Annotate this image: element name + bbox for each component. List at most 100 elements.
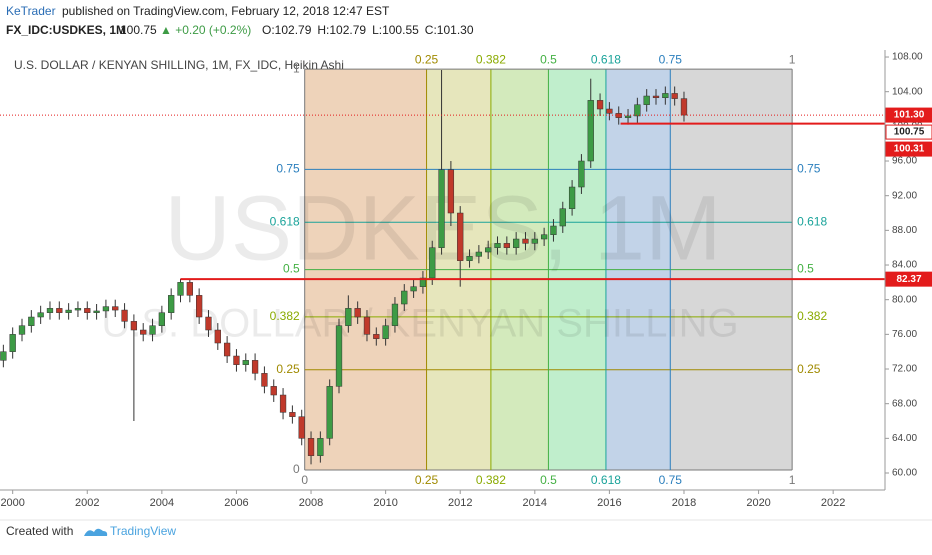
- candle-body: [177, 282, 184, 296]
- y-tick-label: 60.00: [892, 468, 917, 479]
- candle-body: [149, 325, 156, 335]
- brand[interactable]: TradingView: [110, 524, 176, 538]
- x-tick-label: 2010: [373, 497, 397, 509]
- candle-body: [503, 243, 510, 248]
- price-tag: [885, 271, 932, 287]
- candle-body: [121, 309, 128, 322]
- candle-body: [550, 225, 557, 235]
- candle-body: [410, 286, 417, 292]
- candle-body: [345, 308, 352, 326]
- candle-body: [233, 355, 240, 365]
- fib-right-label: 0.5: [797, 262, 814, 276]
- candle-body: [447, 169, 455, 214]
- candle-body: [671, 93, 678, 99]
- fib-zero-left: 0: [293, 462, 300, 476]
- candle-body: [429, 247, 436, 279]
- fib-top-label: 0.75: [659, 52, 683, 66]
- candle-body: [46, 308, 54, 313]
- candle-body: [475, 251, 483, 257]
- x-tick-label: 2014: [523, 497, 547, 509]
- fib-bottom-label: 0.75: [659, 473, 683, 487]
- x-tick-label: 2012: [448, 497, 472, 509]
- candle-body: [168, 295, 175, 313]
- y-tick-label: 108.00: [892, 52, 923, 63]
- candle-body: [158, 312, 165, 326]
- published: published on TradingView.com, February 1…: [62, 4, 390, 18]
- candle-body: [401, 290, 408, 305]
- candle-body: [568, 186, 576, 209]
- candle-body: [680, 98, 688, 116]
- ohlc-value: C:101.30: [425, 23, 474, 37]
- x-tick-label: 2006: [224, 497, 248, 509]
- candle-body: [251, 360, 259, 374]
- candle-body: [223, 342, 231, 357]
- fib-bottom-label: 0.25: [415, 473, 439, 487]
- candle-body: [652, 95, 660, 99]
- candle-body: [93, 310, 100, 313]
- candle-body: [74, 308, 82, 311]
- ohlc-value: L:100.55: [372, 23, 419, 37]
- price-tag: [885, 124, 932, 140]
- candle-body: [382, 325, 389, 339]
- fib-bottom-label: 0.382: [476, 473, 506, 487]
- y-tick-label: 92.00: [892, 190, 917, 201]
- candle-body: [307, 438, 315, 456]
- candle-body: [419, 277, 427, 287]
- candle-body: [643, 95, 650, 105]
- fib-top-label: 1: [789, 52, 796, 66]
- y-tick-label: 64.00: [892, 433, 917, 444]
- candle-body: [289, 412, 296, 417]
- candle-body: [662, 93, 669, 99]
- symbol: FX_IDC:USDKES, 1M: [6, 23, 126, 37]
- fib-left-label: 0.5: [283, 262, 300, 276]
- fib-bottom-label: 0.618: [591, 473, 621, 487]
- fib-right-label: 0.618: [797, 214, 827, 228]
- y-tick-label: 96.00: [892, 156, 917, 167]
- fib-right-label: 0.382: [797, 309, 827, 323]
- candle-body: [261, 373, 268, 387]
- y-tick-label: 84.00: [892, 260, 917, 271]
- fib-right-label: 0.25: [797, 362, 821, 376]
- candle-body: [102, 306, 110, 312]
- candle-body: [373, 334, 380, 339]
- price-tag-label: 100.31: [894, 144, 925, 155]
- x-tick-label: 2008: [299, 497, 323, 509]
- fib-bottom-label: 1: [789, 473, 796, 487]
- plot: USDKES, 1MU.S. DOLLAR / KENYAN SHILLINGU…: [0, 58, 885, 471]
- candle-body: [391, 303, 399, 326]
- x-tick-label: 2016: [597, 497, 621, 509]
- candle-body: [270, 386, 277, 396]
- candle-body: [0, 351, 7, 361]
- candle-body: [298, 416, 305, 439]
- candle-body: [438, 169, 445, 248]
- author[interactable]: KeTrader: [6, 4, 56, 18]
- x-tick-label: 2020: [746, 497, 770, 509]
- candle-body: [112, 306, 119, 311]
- candle-body: [596, 100, 604, 110]
- fib-top-label: 0.382: [476, 52, 506, 66]
- change: ▲ +0.20 (+0.2%): [160, 23, 251, 37]
- last: 100.75: [120, 23, 157, 37]
- x-tick-label: 2022: [821, 497, 845, 509]
- candle-body: [540, 234, 548, 240]
- candle-body: [531, 238, 538, 244]
- candle-body: [317, 438, 324, 456]
- fib-left-label: 0.618: [270, 214, 300, 228]
- price-tag-label: 82.37: [896, 274, 921, 285]
- y-tick-label: 76.00: [892, 329, 917, 340]
- fib-top-label: 0.618: [591, 52, 621, 66]
- price-tag: [885, 107, 932, 123]
- fib-left-label: 0.25: [276, 362, 300, 376]
- header: KeTrader published on TradingView.com, F…: [6, 4, 390, 37]
- candle-body: [84, 308, 91, 313]
- x-tick-label: 2004: [150, 497, 174, 509]
- price-tag-label: 101.30: [894, 110, 925, 121]
- candle-body: [37, 312, 44, 318]
- fib-top-label: 0.5: [540, 52, 557, 66]
- x-tick-label: 2000: [0, 497, 24, 509]
- candle-body: [9, 334, 16, 352]
- candle-body: [186, 282, 193, 296]
- candle-body: [559, 208, 566, 227]
- logo: [84, 528, 108, 536]
